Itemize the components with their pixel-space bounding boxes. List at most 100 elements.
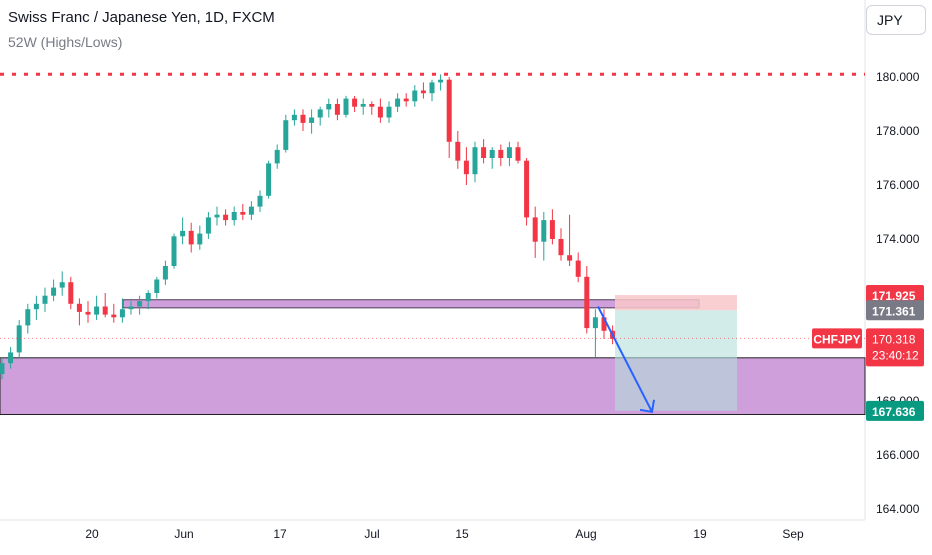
candle-body (257, 195, 263, 207)
candle-body (16, 325, 22, 353)
candle-body (25, 309, 31, 326)
candle-body (137, 301, 143, 307)
candle-body (326, 104, 332, 110)
candle (472, 141, 478, 183)
candle-body (119, 309, 125, 318)
candle (128, 301, 134, 315)
indicator-label[interactable]: 52W (Highs/Lows) (8, 34, 123, 50)
candle (171, 233, 177, 269)
candle (395, 93, 401, 113)
candle-body (42, 295, 48, 304)
price-tick-label: 178.000 (876, 124, 920, 138)
candle (0, 357, 5, 380)
candle-body (575, 260, 581, 277)
candle (145, 290, 151, 310)
candle (111, 303, 117, 323)
take-profit-area (615, 310, 737, 411)
candle-body (102, 306, 108, 315)
target-price-label: 167.636 (872, 405, 916, 419)
candle (326, 98, 332, 118)
time-tick-label: 15 (455, 527, 469, 541)
candle-body (549, 220, 555, 239)
candle (463, 147, 469, 185)
candle-body (248, 206, 254, 215)
time-tick-label: 19 (693, 527, 707, 541)
candle-body (180, 230, 186, 237)
countdown-label: 23:40:12 (872, 348, 919, 362)
candle-body (214, 214, 220, 218)
candle-body (343, 98, 349, 115)
candle-body (541, 220, 547, 242)
candle (549, 209, 555, 245)
price-tick-label: 174.000 (876, 232, 920, 246)
candle (429, 79, 435, 102)
time-tick-label: Jun (174, 527, 193, 541)
candle-body (567, 255, 573, 261)
candle (240, 203, 246, 221)
time-axis[interactable]: 20 Jun 17 Jul 15 Aug 19 Sep (85, 527, 804, 541)
candle (601, 309, 607, 339)
candle (506, 141, 512, 167)
candle-body (266, 163, 272, 196)
candle (420, 82, 426, 99)
candle-body (223, 214, 229, 221)
time-tick-label: Aug (575, 527, 596, 541)
candle-body (524, 160, 530, 218)
candle (197, 225, 203, 250)
candle-body (33, 303, 39, 310)
candle (317, 106, 323, 126)
candle (85, 301, 91, 323)
time-tick-label: Sep (782, 527, 804, 541)
stop-price-tag (866, 285, 924, 306)
candle-body (377, 106, 383, 118)
candle-body (94, 306, 100, 315)
price-tick-label: 164.000 (876, 502, 920, 516)
candle-body (584, 276, 590, 329)
candle (205, 212, 211, 239)
candle (300, 109, 306, 131)
time-tick-label: 20 (85, 527, 99, 541)
candle (162, 260, 168, 285)
candle (309, 109, 315, 134)
candle (291, 109, 297, 126)
candle (446, 77, 452, 158)
last-price-label: 170.318 (872, 332, 916, 346)
candle (412, 85, 418, 107)
candles (0, 74, 616, 380)
candle (102, 293, 108, 318)
candle (481, 139, 487, 164)
candle (360, 98, 366, 115)
candle-body (291, 114, 297, 121)
candle-body (498, 149, 504, 158)
candle-body (463, 160, 469, 175)
arrow-head (639, 399, 655, 413)
candle (567, 214, 573, 266)
candle (257, 190, 263, 212)
candle-body (369, 104, 375, 107)
candle-body (532, 217, 538, 242)
candle-body (274, 149, 280, 164)
candle (352, 95, 358, 113)
candle-body (154, 279, 160, 293)
price-tick-label: 166.000 (876, 448, 920, 462)
candle (558, 228, 564, 261)
candle (231, 206, 237, 226)
candle-body (76, 303, 82, 312)
target-price-tag (866, 400, 924, 421)
candle-body (197, 233, 203, 245)
candle (214, 206, 220, 226)
candle-body (601, 317, 607, 331)
candle-body (205, 217, 211, 234)
candle (455, 131, 461, 169)
candle-body (403, 98, 409, 102)
candle-body (438, 79, 444, 83)
candle-body (128, 306, 134, 310)
candle-body (481, 147, 487, 158)
currency-button[interactable]: JPY (866, 5, 926, 35)
candle (266, 160, 272, 199)
candle-body (171, 236, 177, 266)
symbol-tag (812, 328, 862, 349)
candle (25, 303, 31, 334)
